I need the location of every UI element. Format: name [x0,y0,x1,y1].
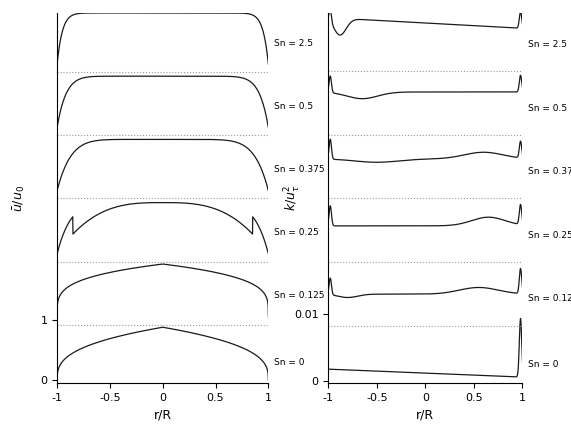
Text: Sn = 2.5: Sn = 2.5 [528,40,567,49]
Text: Sn = 0.5: Sn = 0.5 [274,102,313,111]
Text: Sn = 0.375: Sn = 0.375 [274,165,324,174]
Text: Sn = 0.375: Sn = 0.375 [528,167,571,176]
Text: Sn = 0: Sn = 0 [528,360,558,369]
Text: Sn = 0.25: Sn = 0.25 [274,228,319,237]
Text: Sn = 0.5: Sn = 0.5 [528,103,567,113]
X-axis label: r/R: r/R [154,408,172,421]
X-axis label: r/R: r/R [416,408,435,421]
Text: Sn = 2.5: Sn = 2.5 [274,39,313,48]
Text: Sn = 0.125: Sn = 0.125 [274,291,324,301]
Text: Sn = 0.125: Sn = 0.125 [528,294,571,304]
Text: $k/u_\tau^2$: $k/u_\tau^2$ [283,185,303,211]
Text: Sn = 0: Sn = 0 [274,358,304,367]
Text: $\bar{u}/u_0$: $\bar{u}/u_0$ [11,184,27,212]
Text: Sn = 0.25: Sn = 0.25 [528,231,571,240]
